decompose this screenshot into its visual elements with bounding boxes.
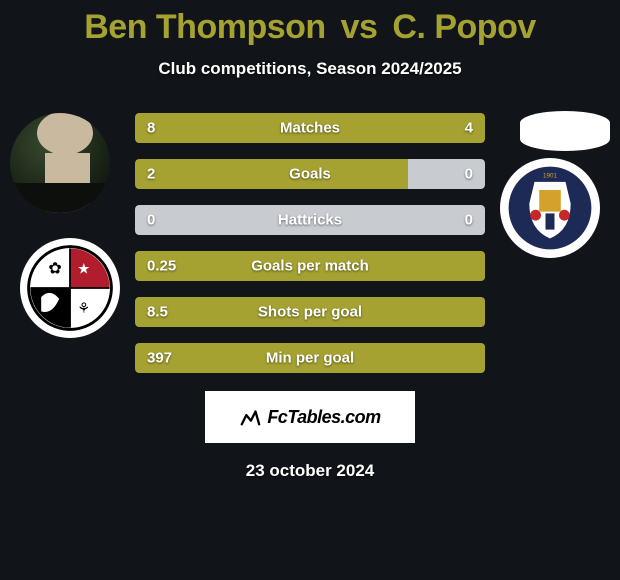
stat-value-left: 8	[147, 120, 155, 137]
svg-text:✿: ✿	[48, 260, 62, 278]
stat-bar: 8 4 Matches	[135, 113, 485, 143]
stat-bars: 8 4 Matches 2 0 Goals 0 0 Hattricks 0.25 Goals per…	[135, 113, 485, 373]
stat-bar-left	[135, 159, 408, 189]
date-label: 23 october 2024	[0, 461, 620, 481]
club-badge-icon: 1901	[505, 163, 595, 253]
stat-value-left: 0.25	[147, 258, 176, 275]
svg-text:⚘: ⚘	[77, 301, 90, 317]
svg-text:★: ★	[77, 262, 90, 278]
watermark: FcTables.com	[205, 391, 415, 443]
svg-text:1901: 1901	[543, 172, 558, 179]
stat-value-right: 0	[465, 212, 473, 229]
watermark-icon	[239, 406, 261, 428]
stat-value-left: 2	[147, 166, 155, 183]
subtitle: Club competitions, Season 2024/2025	[0, 59, 620, 79]
player1-name: Ben Thompson	[84, 8, 325, 46]
player1-club-badge: ✿ ★ ⚘	[20, 238, 120, 338]
stat-bar: 0.25 Goals per match	[135, 251, 485, 281]
stat-label: Min per goal	[266, 350, 354, 367]
avatar-placeholder-icon	[10, 113, 110, 213]
stat-label: Goals per match	[251, 258, 369, 275]
stat-value-left: 397	[147, 350, 172, 367]
comparison-card: Ben Thompson vs C. Popov Club competitio…	[0, 0, 620, 481]
stat-bar: 0 0 Hattricks	[135, 205, 485, 235]
stat-value-right: 0	[465, 166, 473, 183]
stat-bar: 2 0 Goals	[135, 159, 485, 189]
stat-bar: 8.5 Shots per goal	[135, 297, 485, 327]
player2-name: C. Popov	[392, 8, 535, 46]
player1-avatar	[10, 113, 110, 213]
stats-area: ✿ ★ ⚘ 1901 8 4 Matches 2 0 Goals 0 0 Hattricks 0.…	[0, 113, 620, 373]
stat-label: Hattricks	[278, 212, 342, 229]
stat-label: Matches	[280, 120, 340, 137]
stat-value-left: 8.5	[147, 304, 168, 321]
player2-avatar	[520, 111, 610, 151]
club-badge-icon: ✿ ★ ⚘	[25, 243, 115, 333]
stat-value-left: 0	[147, 212, 155, 229]
player2-club-badge: 1901	[500, 158, 600, 258]
stat-value-right: 4	[465, 120, 473, 137]
stat-bar-right	[408, 159, 485, 189]
vs-label: vs	[341, 8, 378, 46]
stat-label: Goals	[289, 166, 331, 183]
stat-bar: 397 Min per goal	[135, 343, 485, 373]
watermark-text: FcTables.com	[267, 407, 380, 428]
page-title: Ben Thompson vs C. Popov	[0, 8, 620, 47]
stat-label: Shots per goal	[258, 304, 362, 321]
